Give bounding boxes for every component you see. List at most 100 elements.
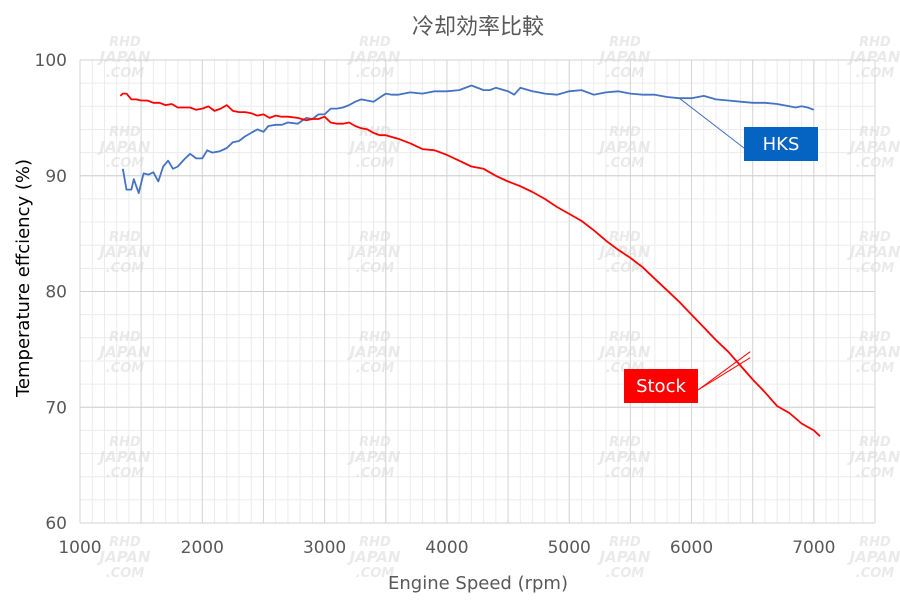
watermark-line: RHD (109, 35, 141, 50)
watermark-line: RHD (109, 330, 141, 345)
watermark-line: .COM (606, 66, 645, 81)
watermark-line: .COM (856, 361, 895, 376)
watermark-line: RHD (359, 35, 391, 50)
watermark-line: JAPAN (97, 548, 151, 566)
watermark-line: JAPAN (97, 343, 151, 361)
watermark-line: JAPAN (347, 48, 401, 66)
watermark-line: .COM (856, 466, 895, 481)
watermark-line: RHD (859, 230, 891, 245)
watermark-line: JAPAN (847, 138, 900, 156)
watermark-line: .COM (106, 466, 145, 481)
watermark-line: RHD (109, 535, 141, 550)
watermark-line: .COM (106, 66, 145, 81)
y-tick-label: 80 (45, 283, 67, 303)
watermark-line: JAPAN (597, 448, 651, 466)
watermark-line: RHD (859, 435, 891, 450)
watermark-line: JAPAN (597, 138, 651, 156)
watermark-line: .COM (356, 156, 395, 171)
watermark-line: RHD (609, 230, 641, 245)
watermark-line: .COM (356, 261, 395, 276)
watermark-line: RHD (109, 435, 141, 450)
series-label-stock: Stock (636, 376, 686, 397)
watermark-line: .COM (106, 566, 145, 581)
watermark-line: .COM (356, 361, 395, 376)
watermark-line: .COM (856, 261, 895, 276)
y-tick-label: 70 (45, 398, 67, 418)
callout-leader-stock (697, 351, 751, 391)
x-axis-title: Engine Speed (rpm) (388, 573, 568, 594)
watermark-line: .COM (856, 566, 895, 581)
watermark-line: .COM (606, 566, 645, 581)
ticks: 1000 2000 3000 4000 5000 6000 7000 60 70 80 90 100 (35, 51, 836, 558)
watermark-line: RHD (359, 535, 391, 550)
watermark-line: .COM (106, 156, 145, 171)
watermark-line: JAPAN (597, 243, 651, 261)
y-axis-title: Temperature effciency (%) (13, 159, 34, 398)
watermark-line: JAPAN (847, 343, 900, 361)
watermark-line: RHD (609, 435, 641, 450)
y-tick-label: 90 (45, 167, 67, 187)
watermark-line: RHD (859, 35, 891, 50)
watermark-line: RHD (609, 330, 641, 345)
series-line-hks (121, 84, 815, 195)
x-tick-label: 4000 (425, 538, 468, 558)
watermark-line: .COM (856, 66, 895, 81)
callouts: HKS Stock (624, 97, 818, 403)
watermark-line: RHD (609, 535, 641, 550)
watermarks: RHDJAPAN.COMRHDJAPAN.COMRHDJAPAN.COMRHDJ… (97, 35, 900, 581)
watermark-line: .COM (356, 466, 395, 481)
callout-leader-stock (697, 357, 751, 391)
watermark-line: .COM (356, 66, 395, 81)
watermark-line: JAPAN (847, 243, 900, 261)
watermark-line: JAPAN (347, 448, 401, 466)
y-tick-label: 60 (45, 514, 67, 534)
watermark-line: .COM (606, 261, 645, 276)
watermark-line: JAPAN (97, 138, 151, 156)
watermark-line: .COM (106, 261, 145, 276)
watermark-line: RHD (359, 230, 391, 245)
watermark-line: JAPAN (597, 343, 651, 361)
watermark-line: JAPAN (847, 48, 900, 66)
watermark-line: RHD (109, 230, 141, 245)
series-layer (119, 84, 821, 437)
watermark-line: RHD (359, 435, 391, 450)
watermark-line: JAPAN (597, 48, 651, 66)
watermark-line: .COM (606, 466, 645, 481)
watermark-line: .COM (856, 156, 895, 171)
watermark-line: RHD (859, 330, 891, 345)
x-tick-label: 6000 (670, 538, 713, 558)
y-tick-label: 100 (35, 51, 67, 71)
x-tick-label: 3000 (303, 538, 346, 558)
callout-box-stock (624, 369, 698, 403)
watermark-line: RHD (109, 125, 141, 140)
watermark-line: JAPAN (97, 48, 151, 66)
watermark-line: JAPAN (347, 138, 401, 156)
x-tick-label: 5000 (548, 538, 591, 558)
watermark-line: JAPAN (347, 343, 401, 361)
watermark-line: .COM (356, 566, 395, 581)
x-tick-label: 1000 (58, 538, 101, 558)
watermark-line: RHD (359, 330, 391, 345)
x-tick-label: 7000 (792, 538, 835, 558)
series-line-stock (119, 92, 821, 437)
callout-leader-hks (679, 97, 745, 149)
